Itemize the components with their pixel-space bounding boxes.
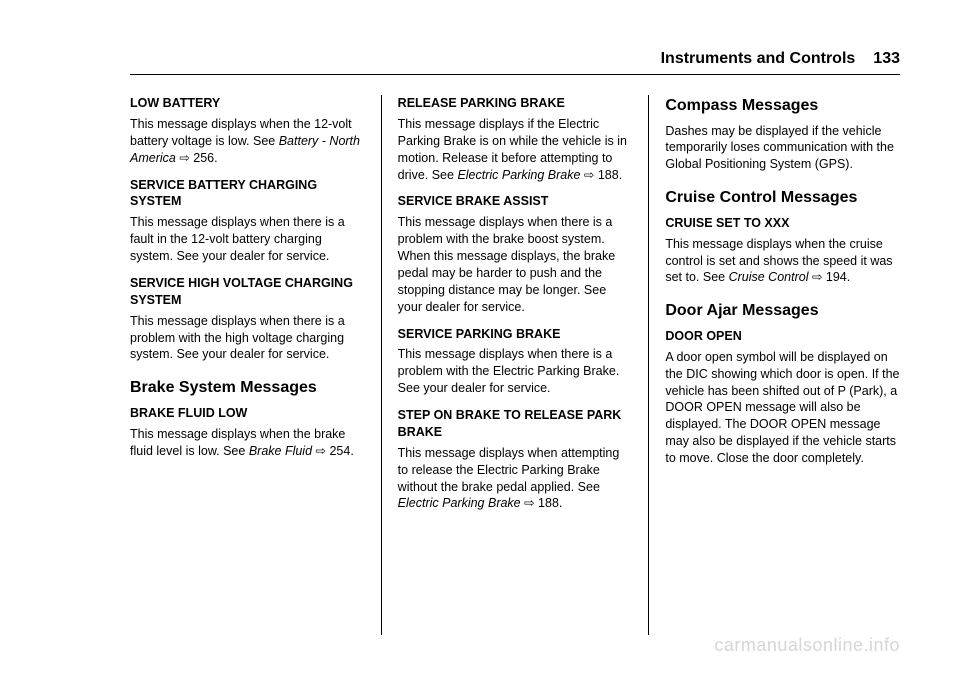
ref-italic: Electric Parking Brake: [457, 168, 583, 182]
ref-italic: Electric Parking Brake: [398, 496, 524, 510]
ref-italic: Cruise Control: [729, 270, 812, 284]
text: .: [619, 168, 622, 182]
content-columns: LOW BATTERY This message displays when t…: [130, 95, 900, 635]
body-text: This message displays when the brake flu…: [130, 426, 365, 460]
body-text: This message displays when attempting to…: [398, 445, 633, 513]
msg-heading-brake-fluid-low: BRAKE FLUID LOW: [130, 405, 365, 422]
msg-heading-release-parking-brake: RELEASE PARKING BRAKE: [398, 95, 633, 112]
text: .: [847, 270, 850, 284]
section-heading-brake-messages: Brake System Messages: [130, 377, 365, 399]
msg-heading-service-battery: SERVICE BATTERY CHARGING SYSTEM: [130, 177, 365, 211]
header-section-title: Instruments and Controls: [661, 50, 856, 68]
msg-heading-service-hv: SERVICE HIGH VOLTAGE CHARGING SYSTEM: [130, 275, 365, 309]
page-header: Instruments and Controls 133: [130, 50, 900, 75]
section-heading-door-ajar-messages: Door Ajar Messages: [665, 300, 900, 322]
text: This message displays when attempting to…: [398, 446, 620, 494]
column-1: LOW BATTERY This message displays when t…: [130, 95, 382, 635]
column-3: Compass Messages Dashes may be displayed…: [649, 95, 900, 635]
body-text: This message displays when the 12-volt b…: [130, 116, 365, 167]
body-text: Dashes may be displayed if the vehicle t…: [665, 123, 900, 174]
text: .: [350, 444, 353, 458]
msg-heading-service-brake-assist: SERVICE BRAKE ASSIST: [398, 193, 633, 210]
text: .: [559, 496, 562, 510]
ref-page: ⇨ 188: [524, 496, 559, 510]
section-heading-compass-messages: Compass Messages: [665, 95, 900, 117]
ref-page: ⇨ 256: [179, 151, 214, 165]
body-text: This message displays when there is a pr…: [130, 313, 365, 364]
msg-heading-cruise-set: CRUISE SET TO XXX: [665, 215, 900, 232]
msg-heading-service-parking-brake: SERVICE PARKING BRAKE: [398, 326, 633, 343]
ref-page: ⇨ 254: [316, 444, 351, 458]
body-text: This message displays when the cruise co…: [665, 236, 900, 287]
watermark-text: carmanualsonline.info: [714, 635, 900, 656]
column-2: RELEASE PARKING BRAKE This message displ…: [382, 95, 650, 635]
body-text: This message displays when there is a pr…: [398, 346, 633, 397]
msg-heading-low-battery: LOW BATTERY: [130, 95, 365, 112]
msg-heading-step-on-brake: STEP ON BRAKE TO RELEASE PARK BRAKE: [398, 407, 633, 441]
msg-heading-door-open: DOOR OPEN: [665, 328, 900, 345]
section-heading-cruise-control-messages: Cruise Control Messages: [665, 187, 900, 209]
body-text: This message displays when there is a pr…: [398, 214, 633, 315]
ref-page: ⇨ 194: [812, 270, 847, 284]
text: .: [214, 151, 217, 165]
manual-page: Instruments and Controls 133 LOW BATTERY…: [0, 0, 960, 678]
body-text: This message displays if the Electric Pa…: [398, 116, 633, 184]
header-page-number: 133: [873, 50, 900, 68]
body-text: A door open symbol will be displayed on …: [665, 349, 900, 467]
body-text: This message displays when there is a fa…: [130, 214, 365, 265]
ref-page: ⇨ 188: [584, 168, 619, 182]
ref-italic: Brake Fluid: [249, 444, 316, 458]
